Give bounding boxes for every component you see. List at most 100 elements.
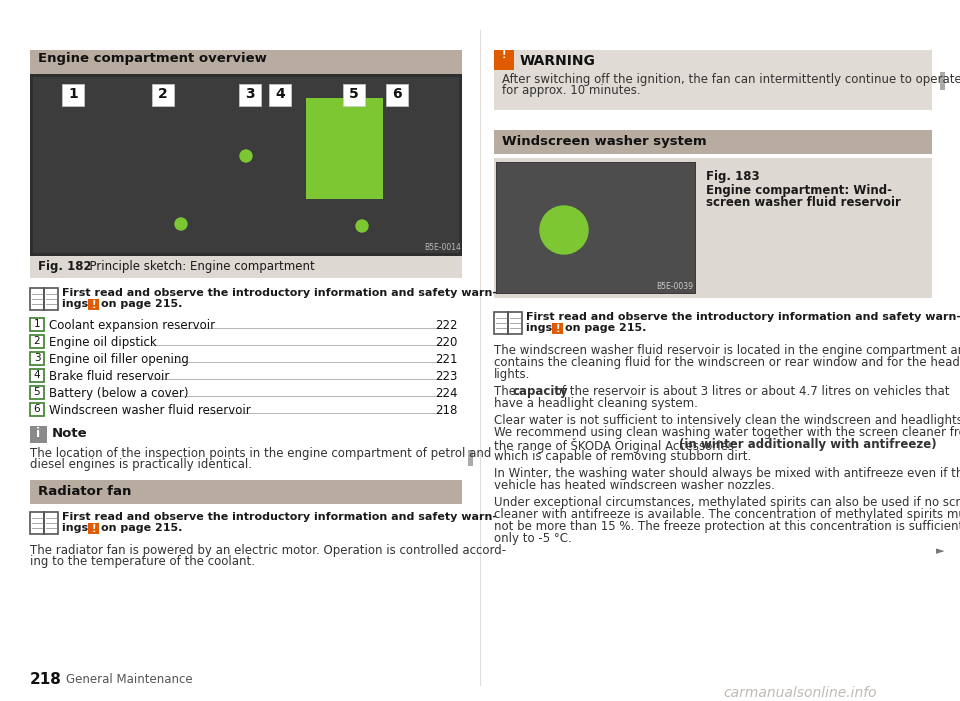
- Text: (in winter additionally with antifreeze): (in winter additionally with antifreeze): [679, 438, 936, 451]
- Bar: [30, 335, 44, 348]
- Bar: [88, 299, 99, 310]
- Text: After switching off the ignition, the fan can intermittently continue to operate: After switching off the ignition, the fa…: [502, 73, 960, 86]
- Bar: [497, 163, 695, 293]
- Bar: [30, 426, 47, 443]
- Text: capacity: capacity: [513, 385, 568, 398]
- Bar: [30, 352, 44, 365]
- Bar: [88, 523, 99, 534]
- Text: lights.: lights.: [494, 368, 530, 381]
- Text: contains the cleaning fluid for the windscreen or rear window and for the head-: contains the cleaning fluid for the wind…: [494, 356, 960, 369]
- Bar: [940, 72, 945, 90]
- Text: ings: ings: [526, 323, 556, 333]
- Bar: [239, 84, 261, 106]
- Text: of the reservoir is about 3 litres or about 4.7 litres on vehicles that: of the reservoir is about 3 litres or ab…: [551, 385, 949, 398]
- Text: Battery (below a cover): Battery (below a cover): [49, 387, 188, 400]
- Text: The: The: [494, 385, 519, 398]
- Text: 218: 218: [436, 404, 458, 417]
- Circle shape: [175, 218, 187, 230]
- Bar: [494, 50, 932, 110]
- Text: First read and observe the introductory information and safety warn-: First read and observe the introductory …: [62, 512, 497, 522]
- Text: Engine compartment: Wind-: Engine compartment: Wind-: [706, 184, 892, 197]
- Bar: [494, 312, 508, 334]
- Text: Clear water is not sufficient to intensively clean the windscreen and headlights: Clear water is not sufficient to intensi…: [494, 414, 960, 427]
- Text: i: i: [36, 427, 40, 440]
- Bar: [30, 318, 44, 331]
- Text: Principle sketch: Engine compartment: Principle sketch: Engine compartment: [82, 260, 315, 273]
- Text: B5E-0039: B5E-0039: [656, 282, 693, 291]
- Text: 6: 6: [393, 87, 402, 101]
- Bar: [306, 98, 383, 199]
- Bar: [30, 512, 44, 534]
- Text: on page 215.: on page 215.: [101, 299, 182, 309]
- Text: The radiator fan is powered by an electric motor. Operation is controlled accord: The radiator fan is powered by an electr…: [30, 544, 506, 557]
- Text: First read and observe the introductory information and safety warn-: First read and observe the introductory …: [62, 288, 497, 298]
- Bar: [494, 158, 932, 298]
- Bar: [33, 77, 459, 253]
- Bar: [30, 288, 44, 310]
- Text: Fig. 183: Fig. 183: [706, 170, 759, 183]
- Bar: [508, 312, 522, 334]
- Text: Under exceptional circumstances, methylated spirits can also be used if no scree: Under exceptional circumstances, methyla…: [494, 496, 960, 509]
- Text: The location of the inspection points in the engine compartment of petrol and: The location of the inspection points in…: [30, 447, 492, 460]
- Text: ing to the temperature of the coolant.: ing to the temperature of the coolant.: [30, 555, 255, 568]
- Text: !: !: [91, 299, 96, 310]
- Text: B5E-0014: B5E-0014: [424, 243, 461, 252]
- Text: which is capable of removing stubborn dirt.: which is capable of removing stubborn di…: [494, 450, 752, 463]
- Text: carmanualsonline.info: carmanualsonline.info: [723, 686, 876, 700]
- Text: on page 215.: on page 215.: [101, 523, 182, 533]
- Bar: [62, 84, 84, 106]
- Text: vehicle has heated windscreen washer nozzles.: vehicle has heated windscreen washer noz…: [494, 479, 775, 492]
- Text: 2: 2: [158, 87, 168, 101]
- Circle shape: [356, 220, 368, 232]
- Text: 6: 6: [34, 404, 40, 414]
- Bar: [496, 162, 696, 294]
- Text: have a headlight cleaning system.: have a headlight cleaning system.: [494, 397, 698, 410]
- Text: 5: 5: [34, 387, 40, 397]
- Text: 4: 4: [276, 87, 285, 101]
- Text: 4: 4: [34, 370, 40, 380]
- Bar: [269, 84, 291, 106]
- Text: The windscreen washer fluid reservoir is located in the engine compartment and: The windscreen washer fluid reservoir is…: [494, 344, 960, 357]
- Bar: [30, 403, 44, 416]
- Text: Engine oil dipstick: Engine oil dipstick: [49, 336, 156, 349]
- Bar: [44, 512, 58, 534]
- Text: 220: 220: [436, 336, 458, 349]
- Text: Engine oil filler opening: Engine oil filler opening: [49, 353, 189, 366]
- Text: 3: 3: [245, 87, 254, 101]
- Text: First read and observe the introductory information and safety warn-: First read and observe the introductory …: [526, 312, 960, 322]
- Text: cleaner with antifreeze is available. The concentration of methylated spirits mu: cleaner with antifreeze is available. Th…: [494, 508, 960, 521]
- Text: Note: Note: [52, 427, 87, 440]
- Text: 218: 218: [30, 672, 61, 687]
- Bar: [30, 369, 44, 382]
- Text: Brake fluid reservoir: Brake fluid reservoir: [49, 370, 169, 383]
- Text: the range of ŠKODA Original Accessories: the range of ŠKODA Original Accessories: [494, 438, 737, 453]
- Text: 221: 221: [436, 353, 458, 366]
- Circle shape: [540, 206, 588, 254]
- Text: Radiator fan: Radiator fan: [38, 485, 132, 498]
- Text: General Maintenance: General Maintenance: [66, 673, 193, 686]
- Bar: [30, 386, 44, 399]
- Text: 223: 223: [436, 370, 458, 383]
- Text: not be more than 15 %. The freeze protection at this concentration is sufficient: not be more than 15 %. The freeze protec…: [494, 520, 960, 533]
- Bar: [494, 130, 932, 154]
- Text: ings: ings: [62, 523, 92, 533]
- Text: ►: ►: [935, 546, 944, 556]
- Text: Windscreen washer fluid reservoir: Windscreen washer fluid reservoir: [49, 404, 251, 417]
- Text: Engine compartment overview: Engine compartment overview: [38, 52, 267, 65]
- Text: 3: 3: [34, 353, 40, 363]
- Text: on page 215.: on page 215.: [565, 323, 646, 333]
- Text: 2: 2: [34, 336, 40, 346]
- Bar: [494, 50, 514, 70]
- Text: 1: 1: [68, 87, 78, 101]
- Text: We recommend using clean washing water together with the screen cleaner from: We recommend using clean washing water t…: [494, 426, 960, 439]
- Bar: [552, 323, 563, 334]
- Text: 1: 1: [34, 319, 40, 329]
- Text: 5: 5: [349, 87, 359, 101]
- Bar: [30, 256, 462, 278]
- Bar: [152, 84, 174, 106]
- Bar: [30, 74, 462, 256]
- Bar: [468, 450, 473, 466]
- Bar: [30, 50, 462, 74]
- Bar: [343, 84, 365, 106]
- Text: Coolant expansion reservoir: Coolant expansion reservoir: [49, 319, 215, 332]
